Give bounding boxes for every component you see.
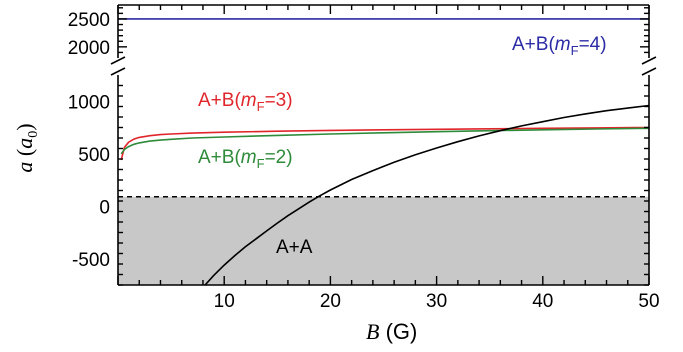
series-line-a-a — [204, 104, 649, 285]
series-label-mf3: A+B(mF=3) — [198, 90, 293, 114]
x-axis-label: B (G) — [366, 319, 417, 344]
series-line-a-b-mf-3- — [120, 126, 649, 161]
y-tick-label: 500 — [78, 145, 110, 166]
x-tick-label: 30 — [426, 291, 447, 312]
x-tick-label: 50 — [638, 291, 659, 312]
y-axis-label: a (a0) — [12, 123, 41, 172]
y-tick-label: 2000 — [68, 38, 110, 59]
x-tick-label: 20 — [320, 291, 341, 312]
y-tick-label: 0 — [99, 197, 110, 218]
region-label-aa: A+A — [276, 237, 313, 258]
series-label-mf4: A+B(mF=4) — [512, 34, 607, 58]
axis-break — [108, 56, 659, 76]
y-tick-label: 2500 — [68, 10, 110, 31]
x-tick-label: 40 — [532, 291, 553, 312]
y-tick-label: -500 — [72, 250, 110, 271]
series-label-mf2: A+B(mF=2) — [198, 147, 293, 171]
x-tick-label: 10 — [214, 291, 235, 312]
y-tick-label: 1000 — [68, 92, 110, 113]
shaded-region — [118, 196, 649, 285]
